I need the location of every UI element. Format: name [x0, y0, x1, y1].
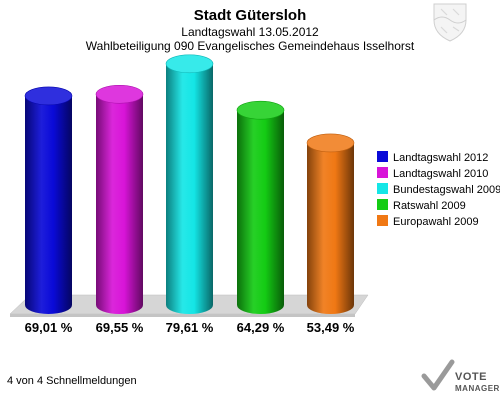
report-status: 4 von 4 Schnellmeldungen [7, 375, 137, 387]
legend-swatch-1 [377, 151, 388, 162]
logo-line2: MANAGER [455, 384, 500, 393]
value-label-4: 64,29 % [237, 320, 285, 335]
election-subtitle: Landtagswahl 13.05.2012 [181, 25, 319, 39]
legend-label-4: Ratswahl 2009 [393, 200, 466, 212]
value-label-5: 53,49 % [307, 320, 355, 335]
logo-line1: VOTE [455, 371, 487, 383]
bar-1 [24, 86, 73, 314]
legend-label-3: Bundestagswahl 2009 [393, 184, 500, 196]
legend-swatch-2 [377, 167, 388, 178]
legend-label-1: Landtagswahl 2012 [393, 152, 488, 164]
bar-2 [95, 84, 144, 315]
chart-floor-edge [10, 314, 355, 317]
value-label-2: 69,55 % [96, 320, 144, 335]
vote-manager-logo: VOTE MANAGER [421, 359, 500, 393]
legend-label-2: Landtagswahl 2010 [393, 168, 488, 180]
checkmark-icon [421, 359, 455, 391]
district-subtitle: Wahlbeteiligung 090 Evangelisches Gemein… [86, 39, 415, 53]
legend-swatch-4 [377, 199, 388, 210]
bar-4 [236, 100, 285, 315]
bar-3 [165, 54, 214, 314]
value-label-3: 79,61 % [166, 320, 214, 335]
legend-label-5: Europawahl 2009 [393, 216, 479, 228]
coat-of-arms-icon [433, 3, 467, 42]
bar-5 [306, 133, 355, 314]
legend-swatch-5 [377, 215, 388, 226]
page-title: Stadt Gütersloh [194, 7, 307, 24]
legend-swatch-3 [377, 183, 388, 194]
value-label-1: 69,01 % [25, 320, 73, 335]
